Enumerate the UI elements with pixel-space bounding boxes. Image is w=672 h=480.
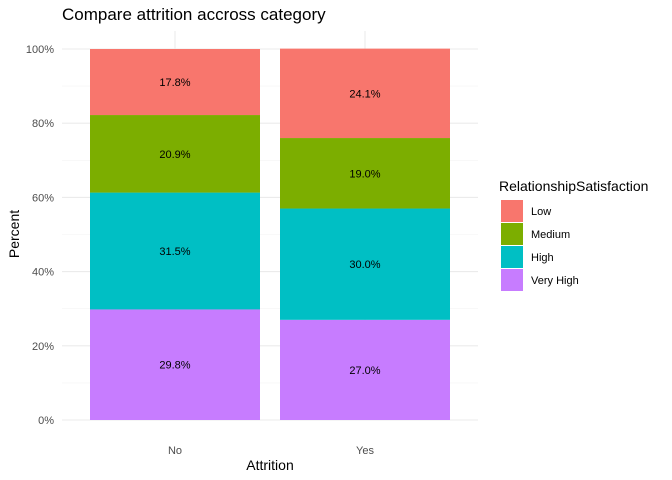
bar-segment-very-high-yes	[280, 319, 450, 420]
legend-key-medium	[501, 223, 523, 245]
x-axis-title: Attrition	[246, 457, 293, 473]
y-tick-label: 100%	[26, 44, 54, 56]
legend-key-low	[501, 200, 523, 222]
data-label: 30.0%	[349, 259, 380, 271]
y-tick-label: 80%	[32, 118, 54, 130]
data-labels: 29.8% 31.5% 20.9% 17.8% 27.0% 30.0% 19.0% 24.1%	[159, 77, 380, 377]
bar-segment-very-high-no	[90, 309, 260, 420]
x-tick-label: Yes	[356, 445, 374, 457]
y-axis: 0% 20% 40% 60% 80% 100%	[26, 44, 54, 427]
bar-segment-low-no	[90, 49, 260, 116]
data-label: 19.0%	[349, 168, 380, 180]
legend-label: High	[531, 252, 554, 264]
x-axis: No Yes	[168, 445, 374, 457]
legend-key-very-high	[501, 269, 523, 291]
bar-segment-medium-no	[90, 115, 260, 193]
y-tick-label: 40%	[32, 267, 54, 279]
data-label: 24.1%	[349, 88, 380, 100]
data-label: 20.9%	[159, 149, 190, 161]
bar-segment-low-yes	[280, 48, 450, 139]
bar-segment-high-yes	[280, 208, 450, 320]
bar-segment-high-no	[90, 192, 260, 310]
data-label: 31.5%	[159, 246, 190, 258]
legend: RelationshipSatisfaction Low Medium High Ve…	[499, 178, 648, 291]
legend-key-high	[501, 246, 523, 268]
legend-label: Medium	[531, 229, 570, 241]
legend-label: Very High	[531, 275, 579, 287]
bar-segment-medium-yes	[280, 138, 450, 209]
x-tick-label: No	[168, 445, 182, 457]
data-label: 27.0%	[349, 365, 380, 377]
y-tick-label: 60%	[32, 192, 54, 204]
bars	[90, 48, 450, 420]
data-label: 17.8%	[159, 77, 190, 89]
legend-title: RelationshipSatisfaction	[499, 178, 648, 194]
y-tick-label: 0%	[38, 415, 54, 427]
chart-title: Compare attrition accross category	[62, 5, 326, 24]
legend-label: Low	[531, 206, 551, 218]
data-label: 29.8%	[159, 360, 190, 372]
y-axis-title: Percent	[6, 210, 22, 258]
y-tick-label: 20%	[32, 341, 54, 353]
